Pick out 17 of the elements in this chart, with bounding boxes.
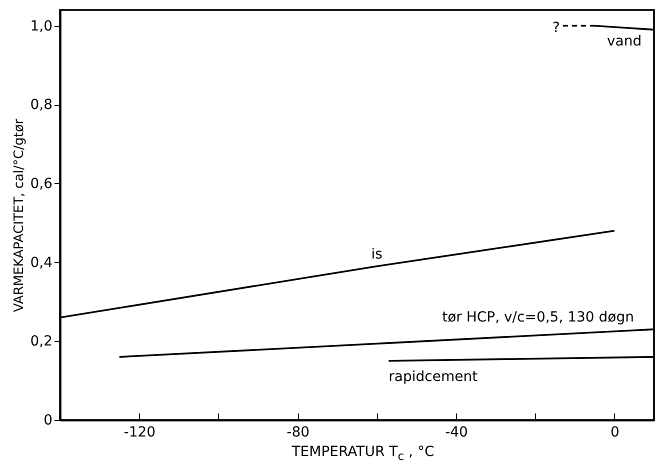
y-tick-label: 0,4 [30, 254, 53, 271]
x-tick-label: -40 [445, 424, 468, 440]
y-tick-label: 1,0 [30, 18, 52, 34]
y-tick-label: 0,2 [30, 334, 52, 350]
x-tick-label: 0 [610, 424, 620, 440]
annotation: ? [552, 20, 560, 36]
x-axis-title: TEMPERATUR T$_{c}$ , °C [290, 444, 436, 463]
series-label: tør HCP, v/c=0,5, 130 døgn [442, 309, 634, 326]
y-tick-label: 0,8 [30, 97, 52, 114]
y-tick-label: 0,6 [30, 176, 53, 192]
series-label: is [371, 246, 382, 262]
y-tick-label: 0 [44, 412, 52, 428]
y-axis-title: VARMEKAPACITET, cal/°C/gtør [12, 118, 28, 312]
series-label: vand [606, 34, 642, 50]
series-label: rapidcement [388, 368, 478, 385]
x-tick-label: -80 [286, 424, 310, 440]
x-tick-label: -120 [124, 424, 156, 440]
